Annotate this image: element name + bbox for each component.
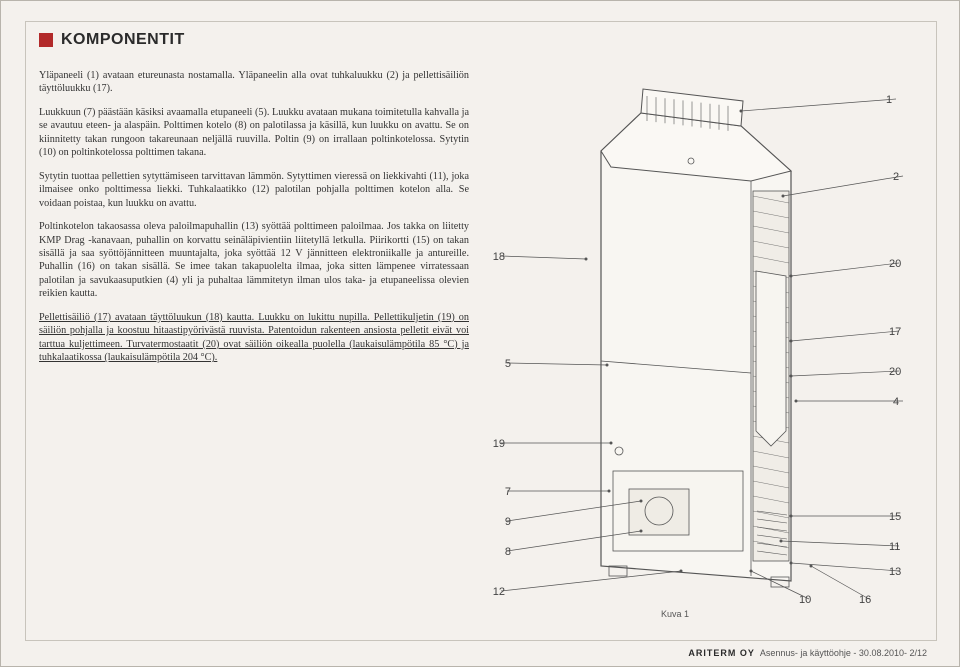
footer-brand: ARITERM OY [688, 648, 755, 658]
svg-text:10: 10 [799, 594, 811, 606]
svg-text:17: 17 [889, 326, 901, 338]
svg-text:8: 8 [505, 546, 511, 558]
footer-docinfo: Asennus- ja käyttöohje - 30.08.2010- 2/1… [760, 648, 927, 658]
page-footer: ARITERM OY Asennus- ja käyttöohje - 30.0… [688, 648, 927, 658]
svg-text:20: 20 [889, 258, 901, 270]
paragraph: Pellettisäiliö (17) avataan täyttöluukun… [39, 311, 469, 365]
svg-text:4: 4 [893, 396, 899, 408]
svg-text:9: 9 [505, 516, 511, 528]
svg-text:13: 13 [889, 566, 901, 578]
svg-text:19: 19 [493, 438, 505, 450]
paragraph: Poltinkotelon takaosassa oleva paloilmap… [39, 220, 469, 301]
paragraph: Luukkuun (7) päästään käsiksi avaamalla … [39, 106, 469, 160]
section-title: KOMPONENTIT [61, 31, 185, 49]
accent-square-icon [39, 33, 53, 47]
svg-text:5: 5 [505, 358, 511, 370]
svg-text:18: 18 [493, 251, 505, 263]
paragraph-underlined: Pellettisäiliö (17) avataan täyttöluukun… [39, 312, 469, 363]
svg-text:16: 16 [859, 594, 871, 606]
figure-caption: Kuva 1 [661, 609, 689, 619]
body-text: Yläpaneeli (1) avataan etureunasta nosta… [39, 69, 469, 375]
page: KOMPONENTIT Yläpaneeli (1) avataan eture… [0, 0, 960, 667]
diagram-svg: 18519798121220172041511131016 [491, 71, 921, 611]
svg-text:15: 15 [889, 511, 901, 523]
section-header: KOMPONENTIT [39, 31, 185, 49]
svg-text:20: 20 [889, 366, 901, 378]
svg-text:7: 7 [505, 486, 511, 498]
svg-text:1: 1 [886, 94, 892, 106]
svg-text:11: 11 [889, 541, 900, 553]
svg-text:2: 2 [893, 171, 899, 183]
svg-text:12: 12 [493, 586, 505, 598]
exploded-diagram: 18519798121220172041511131016 [491, 71, 921, 611]
paragraph: Yläpaneeli (1) avataan etureunasta nosta… [39, 69, 469, 96]
paragraph: Sytytin tuottaa pellettien sytyttämiseen… [39, 170, 469, 210]
